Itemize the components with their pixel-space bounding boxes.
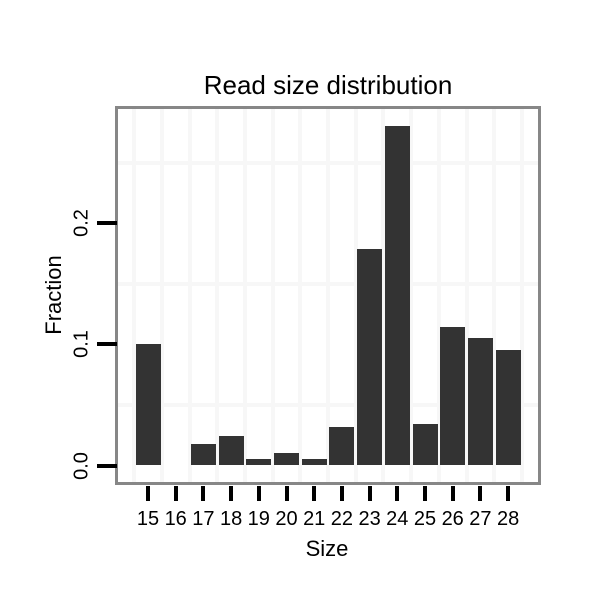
x-tick-label: 17 — [192, 508, 215, 530]
x-tick — [229, 486, 234, 501]
minor-gridline-vertical — [492, 109, 497, 482]
plot-panel — [115, 106, 541, 485]
bar-size-25 — [412, 424, 438, 466]
minor-gridline-vertical — [298, 109, 303, 482]
x-tick — [367, 486, 372, 501]
y-tick — [97, 221, 117, 226]
x-tick-label: 21 — [303, 508, 326, 530]
bar-size-17 — [190, 443, 216, 466]
x-tick — [256, 486, 261, 501]
x-tick — [478, 486, 483, 501]
x-tick-label: 26 — [441, 508, 464, 530]
minor-gridline-horizontal — [118, 160, 538, 165]
y-tick-label: 0.0 — [70, 451, 93, 480]
y-tick-label: 0.1 — [70, 330, 93, 359]
x-tick-label: 15 — [136, 508, 160, 530]
x-tick-label: 22 — [330, 508, 354, 530]
x-tick-label: 24 — [386, 508, 409, 530]
x-axis-title: Size — [305, 536, 349, 561]
x-tick-label: 27 — [469, 508, 492, 530]
x-tick-label: 23 — [358, 508, 381, 530]
x-tick-label: 25 — [413, 508, 437, 530]
y-axis-title: Fraction — [41, 255, 66, 335]
y-tick-label: 0.2 — [70, 209, 93, 237]
bar-size-19 — [246, 459, 272, 466]
x-tick — [146, 486, 150, 501]
minor-gridline-vertical — [519, 109, 524, 482]
x-tick — [201, 486, 206, 501]
minor-gridline-vertical — [353, 109, 358, 482]
x-tick — [395, 486, 400, 501]
bar-size-18 — [218, 436, 244, 466]
bar-size-23 — [357, 248, 383, 466]
minor-gridline-vertical — [132, 109, 137, 482]
minor-gridline-horizontal — [118, 402, 538, 407]
x-tick-label: 28 — [496, 508, 520, 530]
bar-size-26 — [440, 327, 466, 466]
x-tick — [450, 486, 455, 501]
x-tick-label: 18 — [219, 508, 243, 530]
bar-size-27 — [467, 338, 493, 466]
minor-gridline-vertical — [215, 109, 220, 482]
bar-size-20 — [274, 453, 299, 466]
chart-title: Read size distribution — [203, 70, 453, 100]
x-tick-label: 19 — [247, 508, 270, 530]
minor-gridline-horizontal — [118, 281, 538, 286]
y-tick — [97, 342, 117, 347]
x-tick-label: 16 — [164, 508, 187, 530]
bar-size-28 — [495, 350, 521, 466]
minor-gridline-vertical — [270, 109, 275, 482]
minor-gridline-vertical — [436, 109, 441, 482]
x-tick — [423, 486, 427, 501]
bar-size-21 — [301, 459, 327, 466]
bar-size-24 — [384, 126, 410, 466]
minor-gridline-vertical — [187, 109, 192, 482]
y-tick — [97, 463, 117, 468]
x-tick — [284, 486, 289, 501]
bar-size-15 — [135, 344, 161, 466]
minor-gridline-vertical — [409, 109, 414, 482]
minor-gridline-vertical — [326, 109, 331, 482]
minor-gridline-vertical — [159, 109, 164, 482]
x-tick-label: 20 — [275, 508, 298, 530]
x-tick — [173, 486, 178, 501]
x-tick — [506, 486, 511, 501]
minor-gridline-vertical — [242, 109, 247, 482]
x-tick — [339, 486, 344, 501]
minor-gridline-vertical — [381, 109, 386, 482]
x-tick — [312, 486, 317, 501]
bar-size-22 — [329, 426, 355, 466]
minor-gridline-vertical — [464, 109, 469, 482]
